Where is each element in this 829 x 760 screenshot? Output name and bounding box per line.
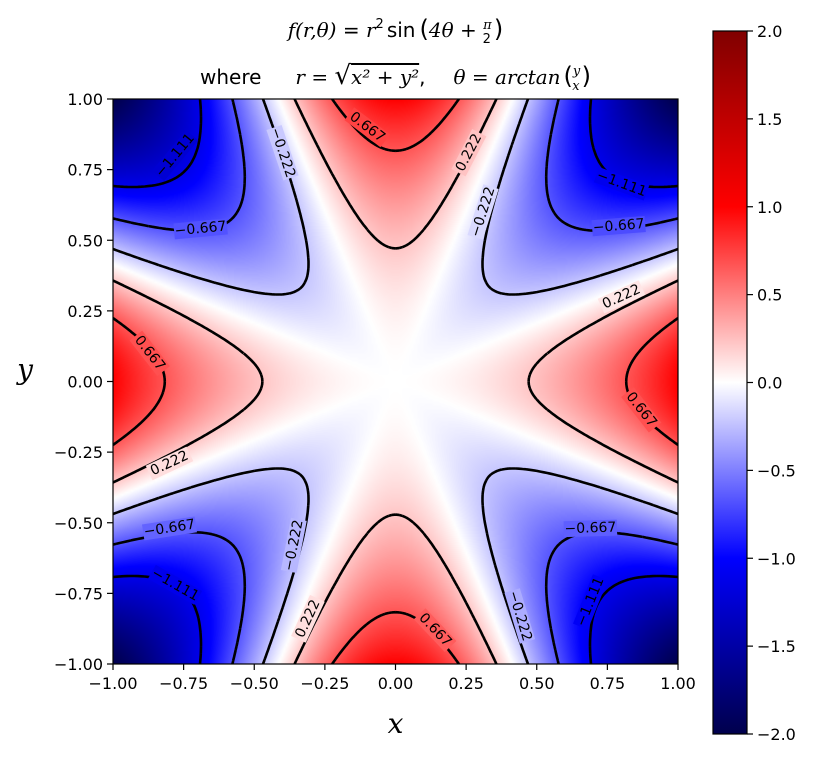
title-sqrt-arg: x² + y² [351, 65, 419, 89]
x-tick-label: 1.00 [660, 674, 696, 693]
plot-area: −1.111−1.111−1.111 −1.111−0.667 −0.667−0.6… [113, 99, 678, 664]
contour-label-bg [413, 608, 457, 652]
contour-label-bg [621, 387, 662, 433]
contour-label-group: −0.667 [563, 519, 618, 538]
title-where: where [200, 65, 261, 89]
title-paren2-open: ( [564, 62, 573, 90]
contour-label-bg [145, 446, 194, 481]
contour-label-bg [573, 574, 608, 630]
contour-label-bg [147, 564, 203, 605]
x-tick-label: 0.75 [590, 674, 626, 693]
title-r: r [366, 18, 377, 42]
contour-label-bg [504, 588, 536, 644]
contour-line [113, 99, 678, 664]
contour-label: −0.667 [592, 216, 645, 236]
contour-line [113, 99, 678, 664]
contour-label-bg [291, 595, 325, 643]
contour-label-bg [141, 516, 198, 541]
title-f-lhs: f(r,θ) [286, 18, 337, 42]
contour-label: −0.667 [174, 218, 227, 239]
contour-label-bg [344, 107, 391, 148]
x-axis-title: x [388, 707, 404, 740]
y-tick-label: 1.00 [67, 90, 103, 109]
chart-title: f(r,θ) = r2 sin (4θ + π 2) where r = √x² + y… [200, 15, 591, 94]
title-pi: π [482, 18, 492, 33]
colorbar-tick-label: −2.0 [757, 725, 796, 744]
title-comma: , [419, 65, 425, 89]
colorbar-gradient [713, 31, 747, 734]
y-axis-ticks: −1.00 −0.75 −0.50 −0.25 0.00 0.25 0.50 0.75 1.00 [54, 90, 113, 674]
colorbar-tick-label: 1.5 [757, 110, 782, 129]
x-tick-label: 0.25 [448, 674, 484, 693]
contour-line [113, 99, 678, 664]
contour-lines [113, 99, 678, 664]
x-tick-label: −0.50 [230, 674, 279, 693]
colorbar-tick-label: 2.0 [757, 22, 782, 41]
colorbar-ticks: 2.0 1.5 1.0 0.5 0.0 −0.5 −1.0 −1.5 −2.0 [747, 22, 796, 744]
x-tick-label: −0.75 [159, 674, 208, 693]
title-arg: 4θ + [428, 18, 483, 42]
contour-label-bg [151, 129, 199, 182]
contour-label-bg [467, 184, 499, 240]
contour-label-bg [597, 280, 646, 314]
contour-label-bg [593, 167, 650, 201]
title-line-1: f(r,θ) = r2 sin (4θ + π 2) [286, 15, 504, 47]
y-tick-label: 0.75 [67, 161, 103, 180]
colorbar-tick-label: 0.0 [757, 374, 782, 393]
colorbar-tick-label: −0.5 [757, 461, 796, 480]
contour-label-bg [591, 215, 646, 237]
contour-label-bg [563, 519, 618, 538]
y-tick-label: −0.50 [54, 514, 103, 533]
title-r-def: r = [295, 65, 334, 89]
colorbar-tick-label: 1.0 [757, 198, 782, 217]
contour-label-group: −0.667 [591, 215, 646, 237]
title-r-exp: 2 [376, 17, 384, 32]
x-tick-label: −0.25 [300, 674, 349, 693]
contour-label: −0.667 [564, 520, 616, 538]
colorbar-tick-label: −1.5 [757, 637, 796, 656]
x-tick-label: −1.00 [88, 674, 137, 693]
x-axis-ticks: −1.00 −0.75 −0.50 −0.25 0.00 0.25 0.50 0.75 1.00 [88, 664, 696, 693]
contour-label-group: −0.667 [173, 218, 228, 240]
title-frac-x: x [572, 79, 580, 94]
colorbar: 2.0 1.5 1.0 0.5 0.0 −0.5 −1.0 −1.5 −2.0 [712, 22, 796, 744]
title-frac-y: y [572, 64, 581, 79]
contour-label-group: −0.667 [141, 516, 198, 541]
y-tick-label: −0.25 [54, 443, 103, 462]
y-tick-label: −1.00 [54, 655, 103, 674]
title-paren2-close: ) [582, 62, 591, 90]
y-axis-title: y [15, 353, 34, 386]
title-two: 2 [483, 32, 491, 47]
contour-label-bg [266, 124, 299, 181]
colorbar-tick-label: −1.0 [757, 549, 796, 568]
colorbar-tick-label: 0.5 [757, 286, 782, 305]
title-paren-open: ( [419, 15, 428, 43]
y-tick-label: −0.75 [54, 584, 103, 603]
heatmap-image [113, 99, 678, 664]
x-tick-label: 0.00 [378, 674, 414, 693]
contour-label: −0.667 [143, 517, 197, 541]
x-tick-label: 0.50 [519, 674, 555, 693]
y-tick-label: 0.00 [67, 373, 103, 392]
title-theta-def: θ = arctan [454, 65, 561, 89]
title-paren-close: ) [494, 15, 503, 43]
title-sin: sin [387, 18, 416, 42]
contour-label-bg [280, 517, 307, 574]
contour-label-bg [129, 330, 170, 376]
y-tick-label: 0.50 [67, 231, 103, 250]
contour-label-bg [173, 218, 228, 240]
title-line-2: where r = √x² + y², θ = arctan (y x) [200, 61, 591, 94]
title-sqrt-sign: √ [334, 61, 351, 91]
title-equals: = [336, 18, 365, 42]
y-tick-label: 0.25 [67, 302, 103, 321]
contour-label-bg [451, 129, 487, 177]
